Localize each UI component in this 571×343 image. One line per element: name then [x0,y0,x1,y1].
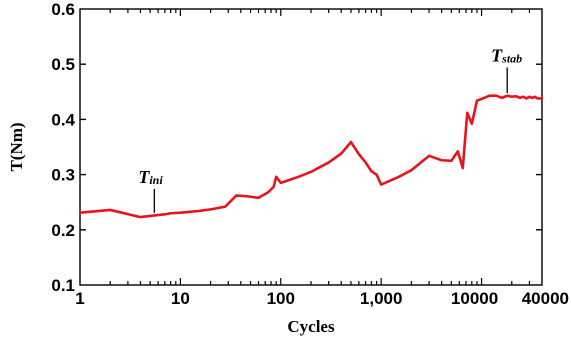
y-tick-label: 0.2 [51,221,75,240]
plot-frame [79,8,543,286]
y-tick-label: 0.1 [51,276,75,295]
annotations: Tini Tstab [138,45,522,213]
y-tick-label: 0.6 [51,0,75,19]
x-tick-label: 10000 [451,289,498,308]
x-tick-label: 1 [75,289,84,308]
x-axis-ticks: 1 10 100 1,000 10000 40000 [75,9,569,308]
annotation-label: Tstab [491,45,522,65]
y-tick-label: 0.3 [51,166,75,185]
x-tick-label: 1,000 [360,289,403,308]
y-axis-ticks: 0.1 0.2 0.3 0.4 0.5 0.6 [51,0,542,295]
x-tick-label: 40000 [522,289,569,308]
x-tick-label: 100 [267,289,295,308]
torque-series-line [78,94,544,219]
x-tick-label: 10 [171,289,190,308]
y-tick-label: 0.4 [51,110,75,129]
y-tick-label: 0.5 [51,55,75,74]
y-axis-title: T(Nm) [7,122,26,171]
x-axis-title: Cycles [287,317,335,336]
annotation-label: Tini [138,167,163,187]
